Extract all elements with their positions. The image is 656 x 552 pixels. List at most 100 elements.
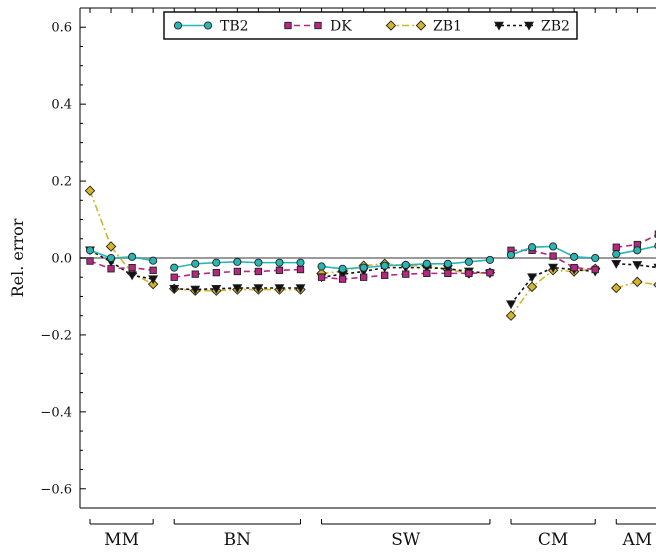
data-point (444, 269, 452, 278)
data-point (611, 259, 622, 269)
data-point (549, 252, 557, 260)
group-label: SW (391, 530, 421, 550)
data-point (296, 265, 305, 274)
data-point (169, 284, 180, 294)
legend-marker (173, 21, 183, 30)
series-tb2 (85, 242, 656, 273)
data-point (211, 284, 222, 294)
y-axis-label: Rel. error (8, 218, 27, 297)
data-point (402, 270, 410, 278)
series-line (616, 262, 656, 269)
data-point (505, 310, 517, 321)
group-bracket: MM (89, 519, 154, 550)
data-point (443, 259, 452, 268)
series-line (89, 249, 154, 262)
legend-marker (284, 21, 292, 30)
series-line (89, 260, 154, 272)
data-point (591, 253, 600, 263)
legend-entry-zb2: ZB2 (494, 19, 570, 35)
data-point (359, 263, 368, 272)
data-point (464, 257, 473, 266)
legend-marker (314, 21, 322, 30)
data-point (317, 273, 326, 281)
data-point (212, 268, 220, 277)
legend-label: TB2 (220, 19, 249, 35)
group-bracket: BN (173, 519, 301, 550)
legend-entry-dk: DK (284, 19, 352, 35)
data-point (105, 241, 117, 252)
legend-label: ZB2 (541, 19, 570, 35)
data-point (107, 265, 115, 273)
data-point (149, 266, 157, 274)
data-point (170, 263, 179, 272)
group-label: MM (104, 530, 139, 550)
data-point (275, 258, 284, 267)
legend-entry-tb2: TB2 (173, 19, 249, 35)
data-point (528, 243, 537, 252)
series-line (510, 266, 596, 305)
data-point (338, 264, 347, 273)
data-point (254, 267, 263, 276)
data-point (148, 275, 159, 285)
legend-label: ZB1 (433, 19, 462, 35)
legend-marker (203, 21, 213, 30)
y-tick-label: 0.4 (51, 98, 72, 113)
data-point (549, 242, 558, 251)
data-point (107, 253, 116, 263)
data-point (84, 185, 96, 196)
y-tick-label: −0.2 (40, 328, 72, 343)
data-point (212, 258, 221, 267)
data-point (422, 259, 431, 268)
series-line (510, 267, 596, 317)
data-point (611, 282, 622, 294)
data-point (170, 273, 178, 281)
data-point (191, 270, 199, 278)
data-point (612, 250, 621, 259)
legend-marker (524, 21, 534, 31)
data-point (506, 300, 516, 310)
legend: TB2 DK ZB1 ZB2 (163, 11, 578, 40)
group-label: BN (224, 530, 251, 550)
group-label: AM (621, 530, 652, 550)
data-point (486, 268, 494, 277)
data-point (570, 263, 578, 272)
data-point (506, 250, 516, 259)
legend-marker (494, 21, 504, 31)
data-point (401, 260, 410, 269)
plot-area (80, 185, 656, 321)
data-point (465, 269, 473, 278)
data-point (128, 263, 136, 272)
y-tick-label: 0.0 (51, 252, 72, 267)
data-point (254, 258, 263, 267)
series-zb1 (84, 185, 656, 321)
data-point (191, 259, 200, 268)
y-tick-label: −0.4 (40, 405, 72, 420)
legend-marker (385, 20, 397, 31)
data-point (633, 246, 642, 255)
data-point (485, 255, 495, 264)
y-axis: 0.6 0.4 0.2 0.0 −0.2 −0.4 −0.6 (40, 7, 656, 509)
data-point (591, 265, 599, 274)
data-point (423, 269, 431, 278)
series-line (89, 190, 154, 285)
group-bracket: AM (615, 519, 656, 550)
data-point (570, 252, 579, 261)
group-bracket: SW (321, 519, 491, 550)
data-point (85, 246, 95, 255)
data-point (232, 284, 243, 294)
data-point (274, 284, 285, 294)
data-point (380, 261, 389, 270)
data-point (295, 284, 306, 294)
group-label: CM (538, 530, 568, 550)
data-point (296, 258, 305, 267)
data-point (632, 261, 643, 271)
data-point (526, 281, 538, 293)
legend-label: DK (330, 19, 352, 35)
data-point (128, 252, 137, 261)
legend-entry-zb1: ZB1 (385, 19, 462, 35)
data-point (149, 256, 158, 265)
data-point (317, 262, 326, 271)
data-point (127, 271, 138, 281)
data-point (632, 276, 643, 288)
